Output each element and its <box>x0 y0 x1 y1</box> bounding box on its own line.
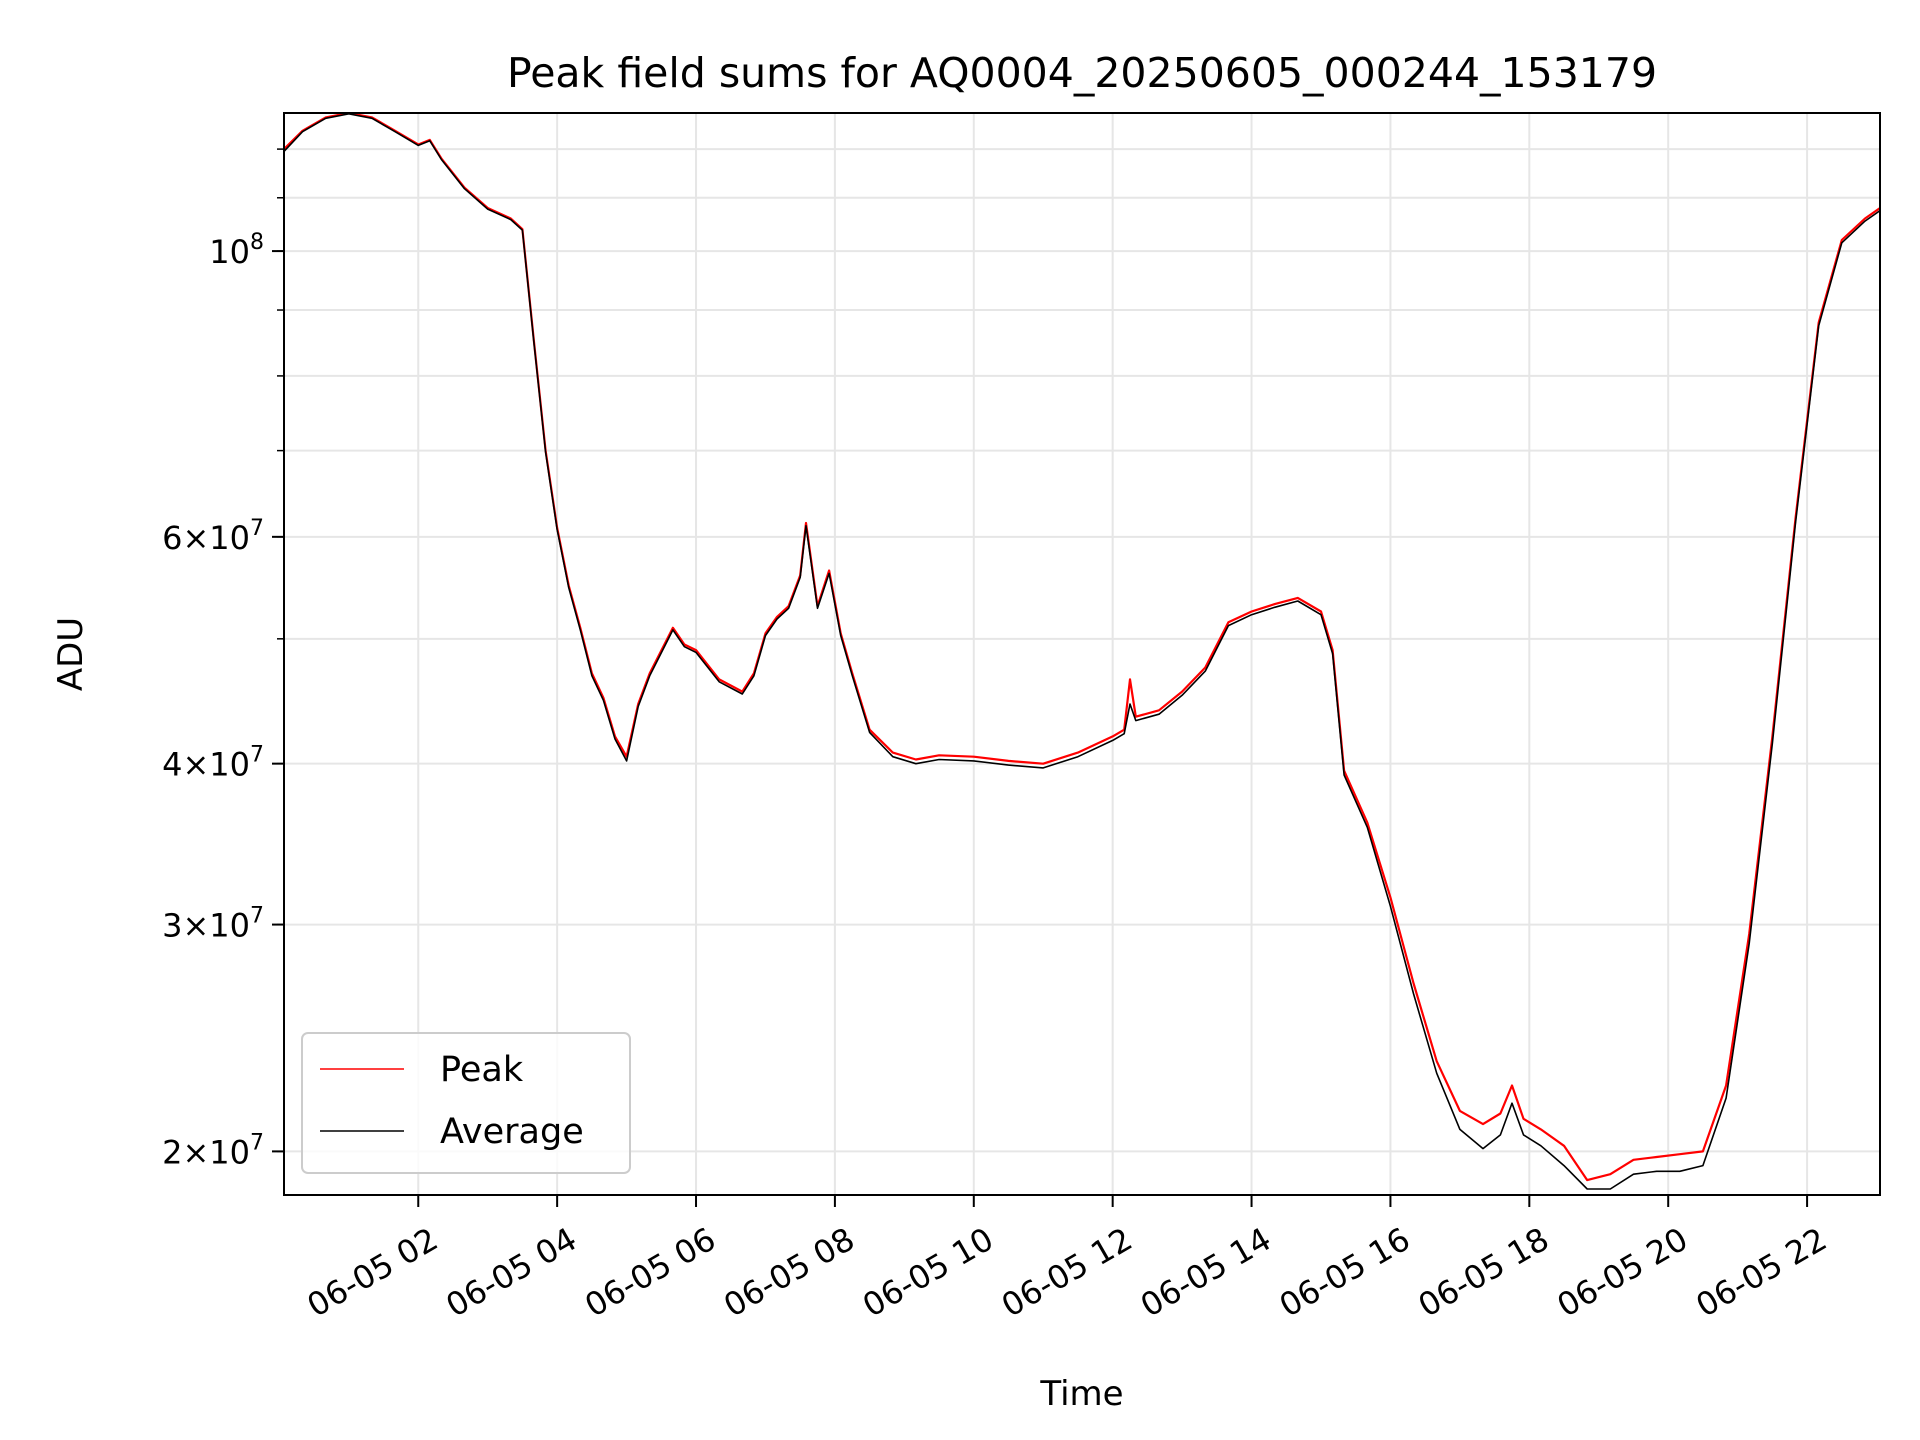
series-group <box>284 113 1880 1190</box>
y-tick-label: 3×107 <box>162 904 264 945</box>
chart-title: Peak field sums for AQ0004_20250605_0002… <box>507 49 1657 97</box>
y-axis-label: ADU <box>51 617 91 691</box>
legend-label-peak: Peak <box>440 1050 524 1090</box>
x-axis-label: Time <box>1039 1374 1123 1414</box>
y-tick-label: 108 <box>209 230 264 271</box>
y-tick-label: 2×107 <box>162 1130 264 1171</box>
y-tick-label: 6×107 <box>162 516 264 557</box>
plot-frame <box>283 112 1881 1196</box>
y-axis: 2×107 3×107 4×107 6×107 108 <box>162 148 284 1171</box>
legend: Peak Average <box>301 1032 631 1174</box>
legend-box <box>301 1032 631 1174</box>
legend-label-average: Average <box>440 1112 584 1152</box>
y-tick-label: 4×107 <box>162 743 264 784</box>
series-line-average <box>284 113 1880 1190</box>
